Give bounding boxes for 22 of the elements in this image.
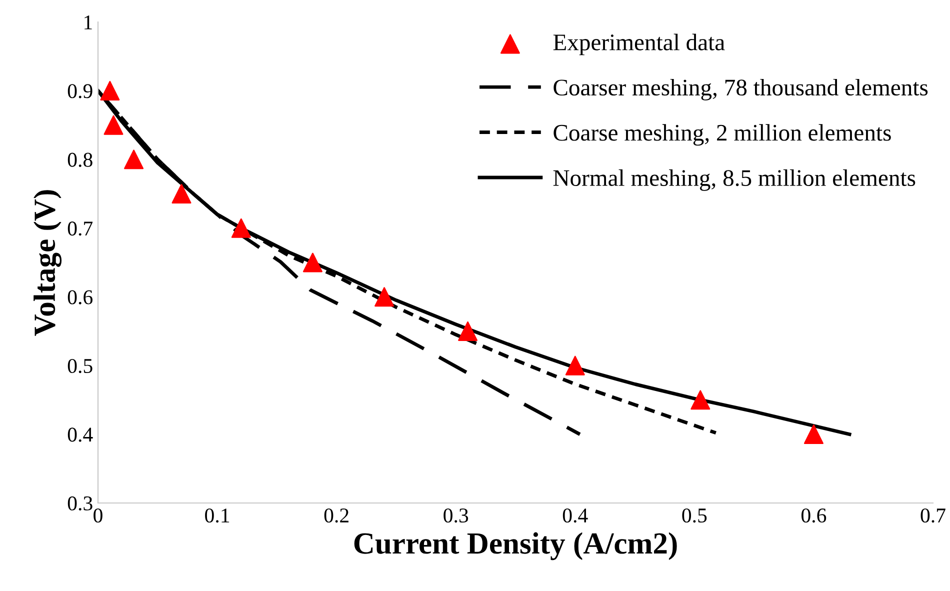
y-tick-label: 0.7 <box>68 222 93 236</box>
y-tick-label: 0.8 <box>68 152 92 167</box>
y-axis-title: Voltage (V) <box>34 190 62 336</box>
y-tick-label: 0.4 <box>68 428 93 442</box>
x-tick-label: 0 <box>94 508 102 523</box>
y-tick-label: 0.6 <box>68 290 93 304</box>
y-tick-label: 0.5 <box>68 358 92 374</box>
y-tick-label: 0.9 <box>68 84 92 98</box>
x-tick-label: 0.5 <box>682 508 707 523</box>
x-tick-label: 0.3 <box>444 508 468 523</box>
x-tick-label: 0.4 <box>562 508 588 523</box>
y-tick-label: 0.3 <box>68 496 92 511</box>
legend-label: Experimental data <box>553 34 725 56</box>
x-tick-label: 0.7 <box>920 508 946 523</box>
x-tick-label: 0.6 <box>801 508 826 523</box>
x-tick-label: 0.1 <box>205 508 230 523</box>
y-tick-label: 1 <box>84 15 92 30</box>
x-axis-title: Current Density (A/cm2) <box>354 532 677 560</box>
legend-label: Normal meshing, 8.5 million elements <box>553 169 916 191</box>
x-tick-label: 0.2 <box>324 508 348 523</box>
legend-label: Coarse meshing, 2 million elements <box>554 124 891 146</box>
legend-label: Coarser meshing, 78 thousand elements <box>554 78 928 100</box>
